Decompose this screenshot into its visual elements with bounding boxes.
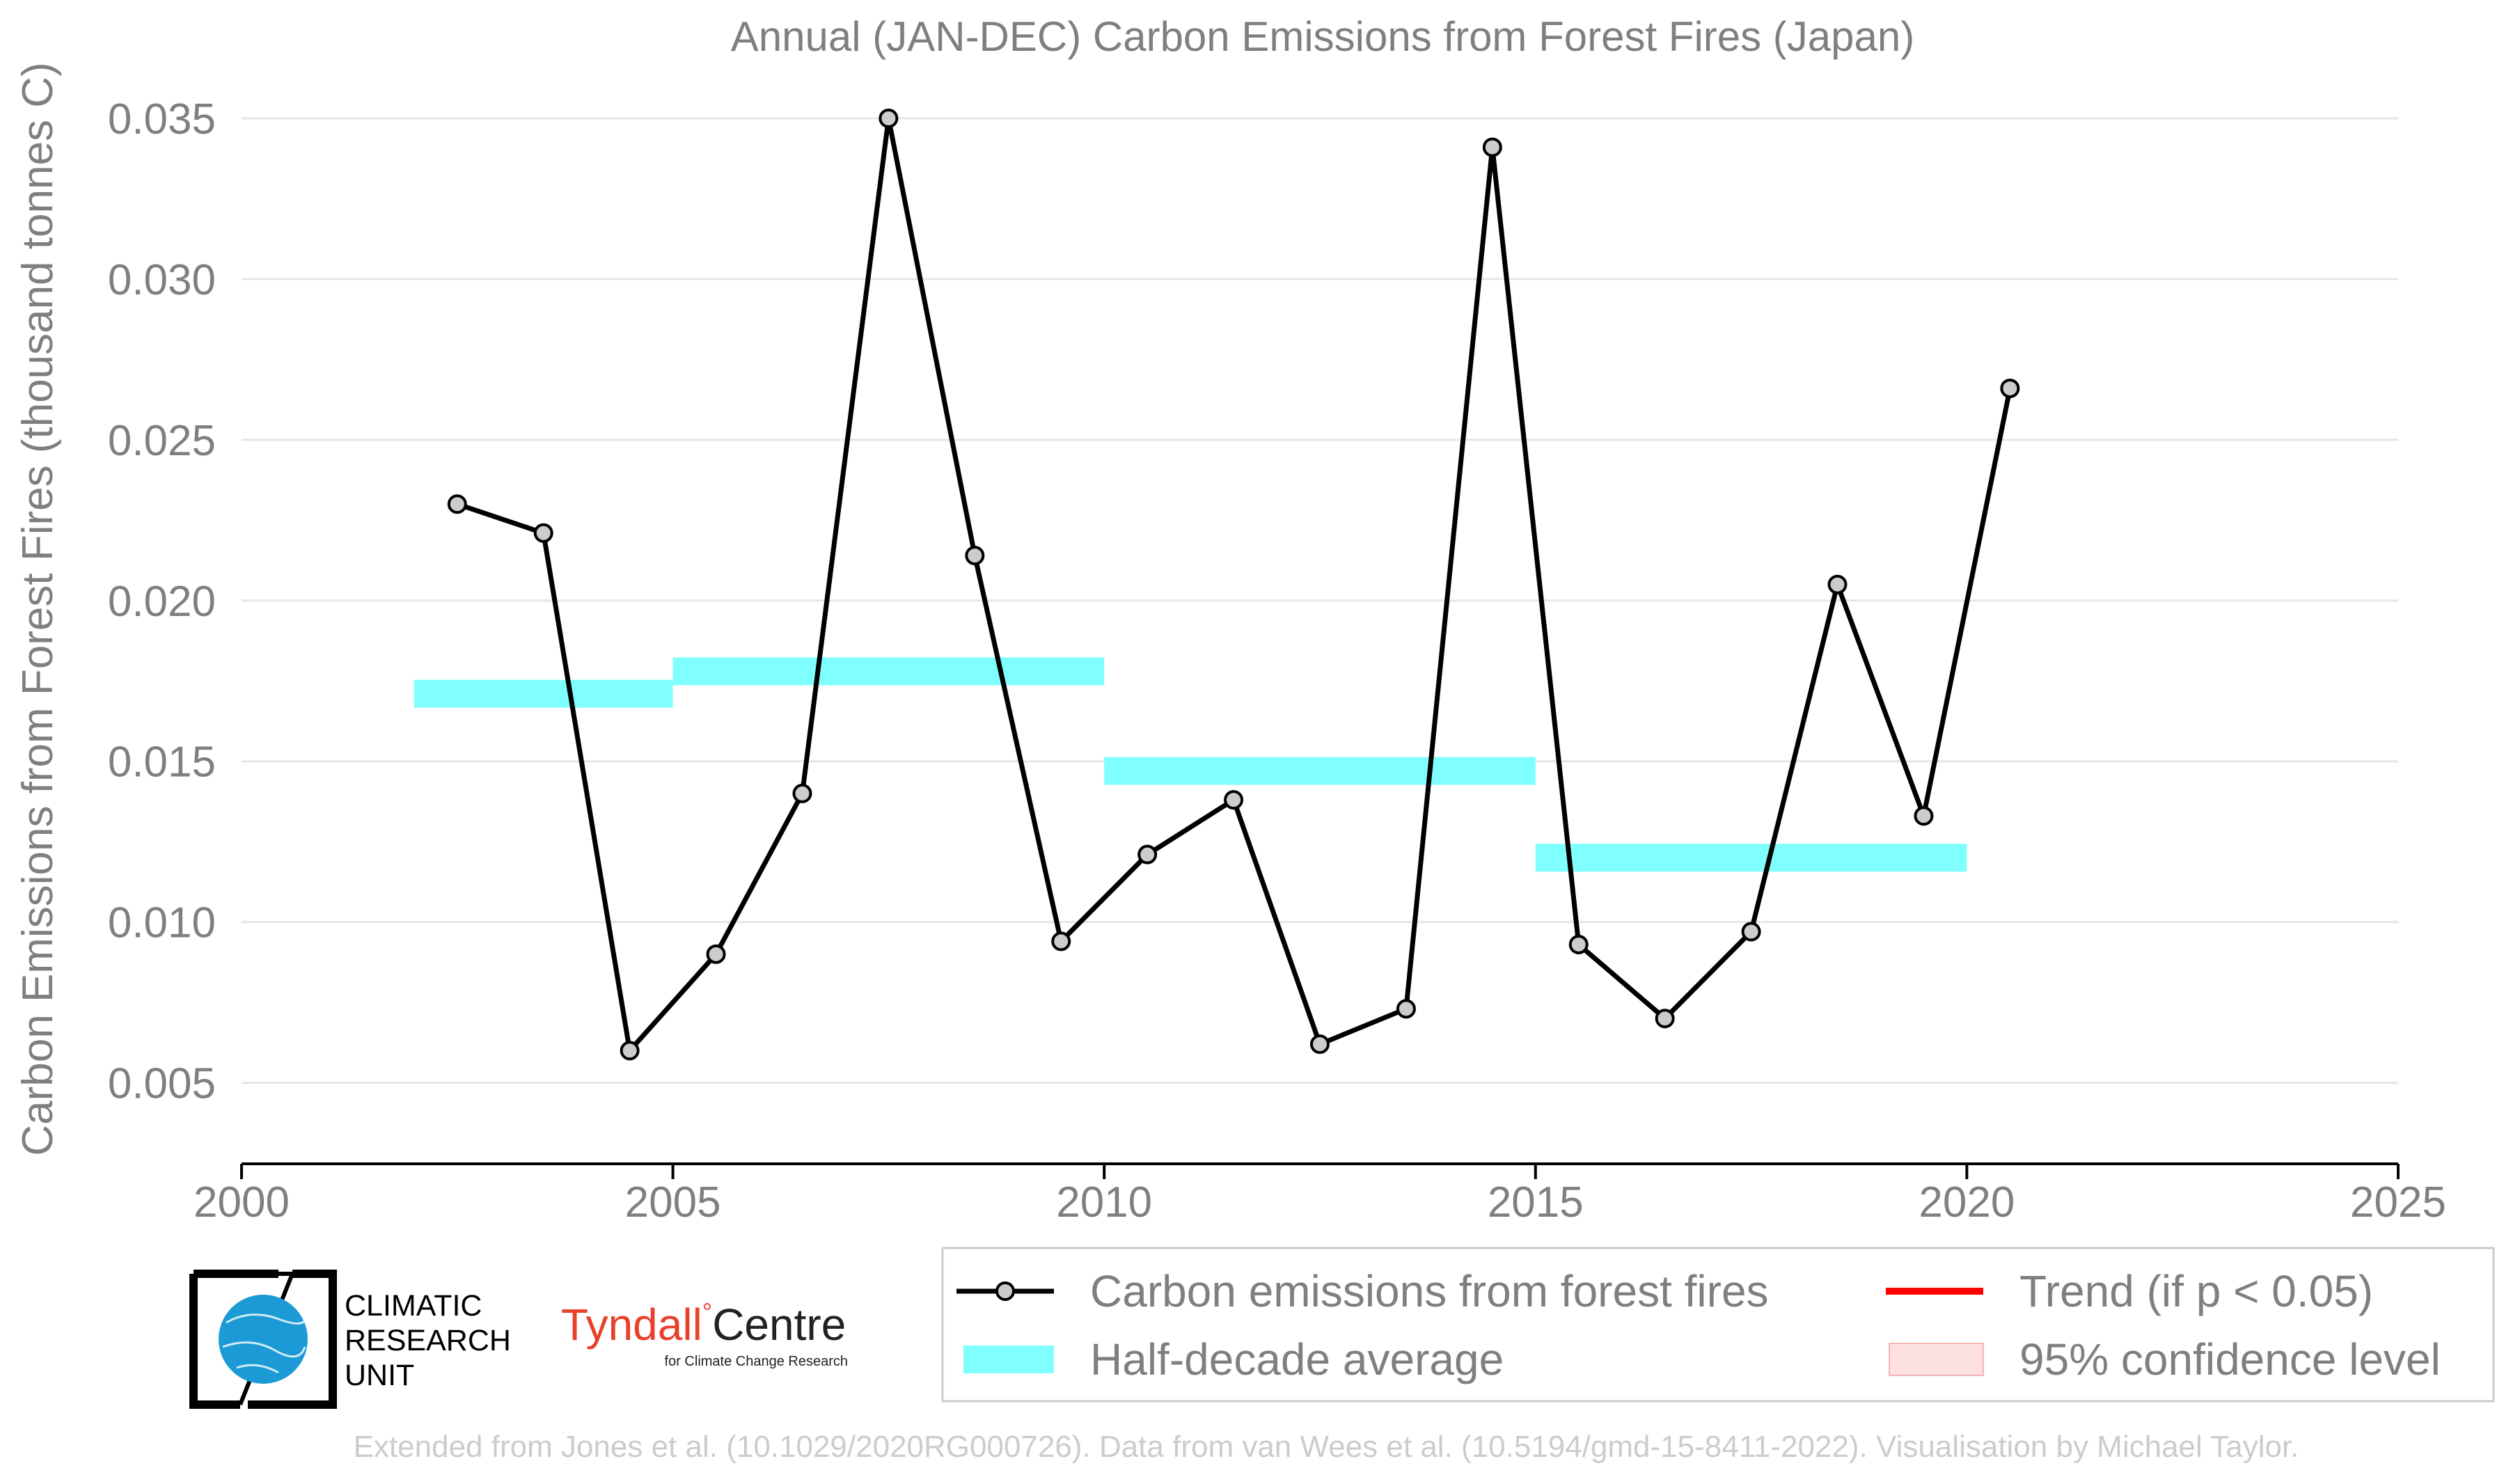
legend-label-trend: Trend (if p < 0.05) [2019,1266,2373,1316]
y-tick-label: 0.035 [108,95,216,143]
cru-logo: CLIMATIC RESEARCH UNIT [189,1270,511,1409]
legend-swatch-confidence [1889,1343,1984,1376]
data-point [1568,934,1589,954]
data-point [1655,1009,1675,1029]
legend-swatch-half-decade [963,1345,1054,1373]
y-axis-label: Carbon Emissions from Forest Fires (thou… [14,62,62,1155]
data-point [965,546,985,566]
data-point [706,944,726,964]
legend: Carbon emissions from forest fires Trend… [941,1247,2495,1403]
credit-line: Extended from Jones et al. (10.1029/2020… [354,1430,2299,1464]
x-tick-label: 2010 [1056,1178,1152,1226]
data-point [1914,806,1934,826]
grid-lines [242,117,2398,1084]
emissions-line [456,116,2012,1053]
tyndall-word: Tyndall°Centre [561,1297,846,1350]
globe-lines [222,1313,308,1374]
y-tick-label: 0.005 [108,1060,216,1108]
x-tick-label: 2005 [625,1178,721,1226]
emissions-markers [447,109,2020,1061]
x-tick-label: 2015 [1488,1178,1584,1226]
tyndall-logo: Tyndall°Centre for Climate Change Resear… [561,1297,848,1369]
data-point [792,783,812,803]
data-point [2000,378,2020,398]
x-tick-label: 2020 [1919,1178,2015,1226]
tyndall-subtitle: for Climate Change Research [665,1354,848,1369]
legend-swatch-emissions [956,1281,1054,1301]
data-point [1482,137,1502,157]
globe-icon [219,1295,308,1384]
data-point [1827,574,1848,594]
y-tick-label: 0.030 [108,256,216,304]
half-decade-bar [672,657,1105,686]
emissions-series [456,116,2012,1053]
cru-line-3: UNIT [345,1359,414,1392]
data-point [533,523,553,543]
x-tick-label: 2025 [2350,1178,2446,1226]
legend-box [941,1247,2495,1403]
data-point [879,109,899,128]
data-point [1224,790,1244,810]
data-point [1396,999,1416,1019]
y-tick-labels: 0.005 0.010 0.015 0.020 0.025 0.030 0.035 [108,95,216,1108]
data-point [620,1041,640,1061]
half-decade-bars [413,657,1967,872]
legend-label-confidence: 95% confidence level [2019,1334,2441,1384]
half-decade-bar [1535,844,1967,872]
x-tick-label: 2000 [194,1178,290,1226]
data-point [1741,922,1761,942]
data-point [1051,931,1071,952]
y-tick-label: 0.025 [108,417,216,465]
data-point [1137,844,1158,865]
chart-title: Annual (JAN-DEC) Carbon Emissions from F… [731,13,1914,60]
y-tick-label: 0.015 [108,739,216,787]
data-point [1310,1034,1330,1055]
y-tick-label: 0.020 [108,578,216,626]
cru-line-1: CLIMATIC [345,1289,482,1323]
x-axis: 2000 2005 2010 2015 2020 2025 [194,1162,2446,1226]
half-decade-bar [413,679,673,708]
data-point [447,494,467,514]
half-decade-bar [1104,757,1536,785]
cru-line-2: RESEARCH [345,1324,511,1357]
legend-label-half-decade: Half-decade average [1090,1334,1504,1384]
y-tick-label: 0.010 [108,899,216,947]
legend-label-emissions: Carbon emissions from forest fires [1090,1266,1769,1316]
